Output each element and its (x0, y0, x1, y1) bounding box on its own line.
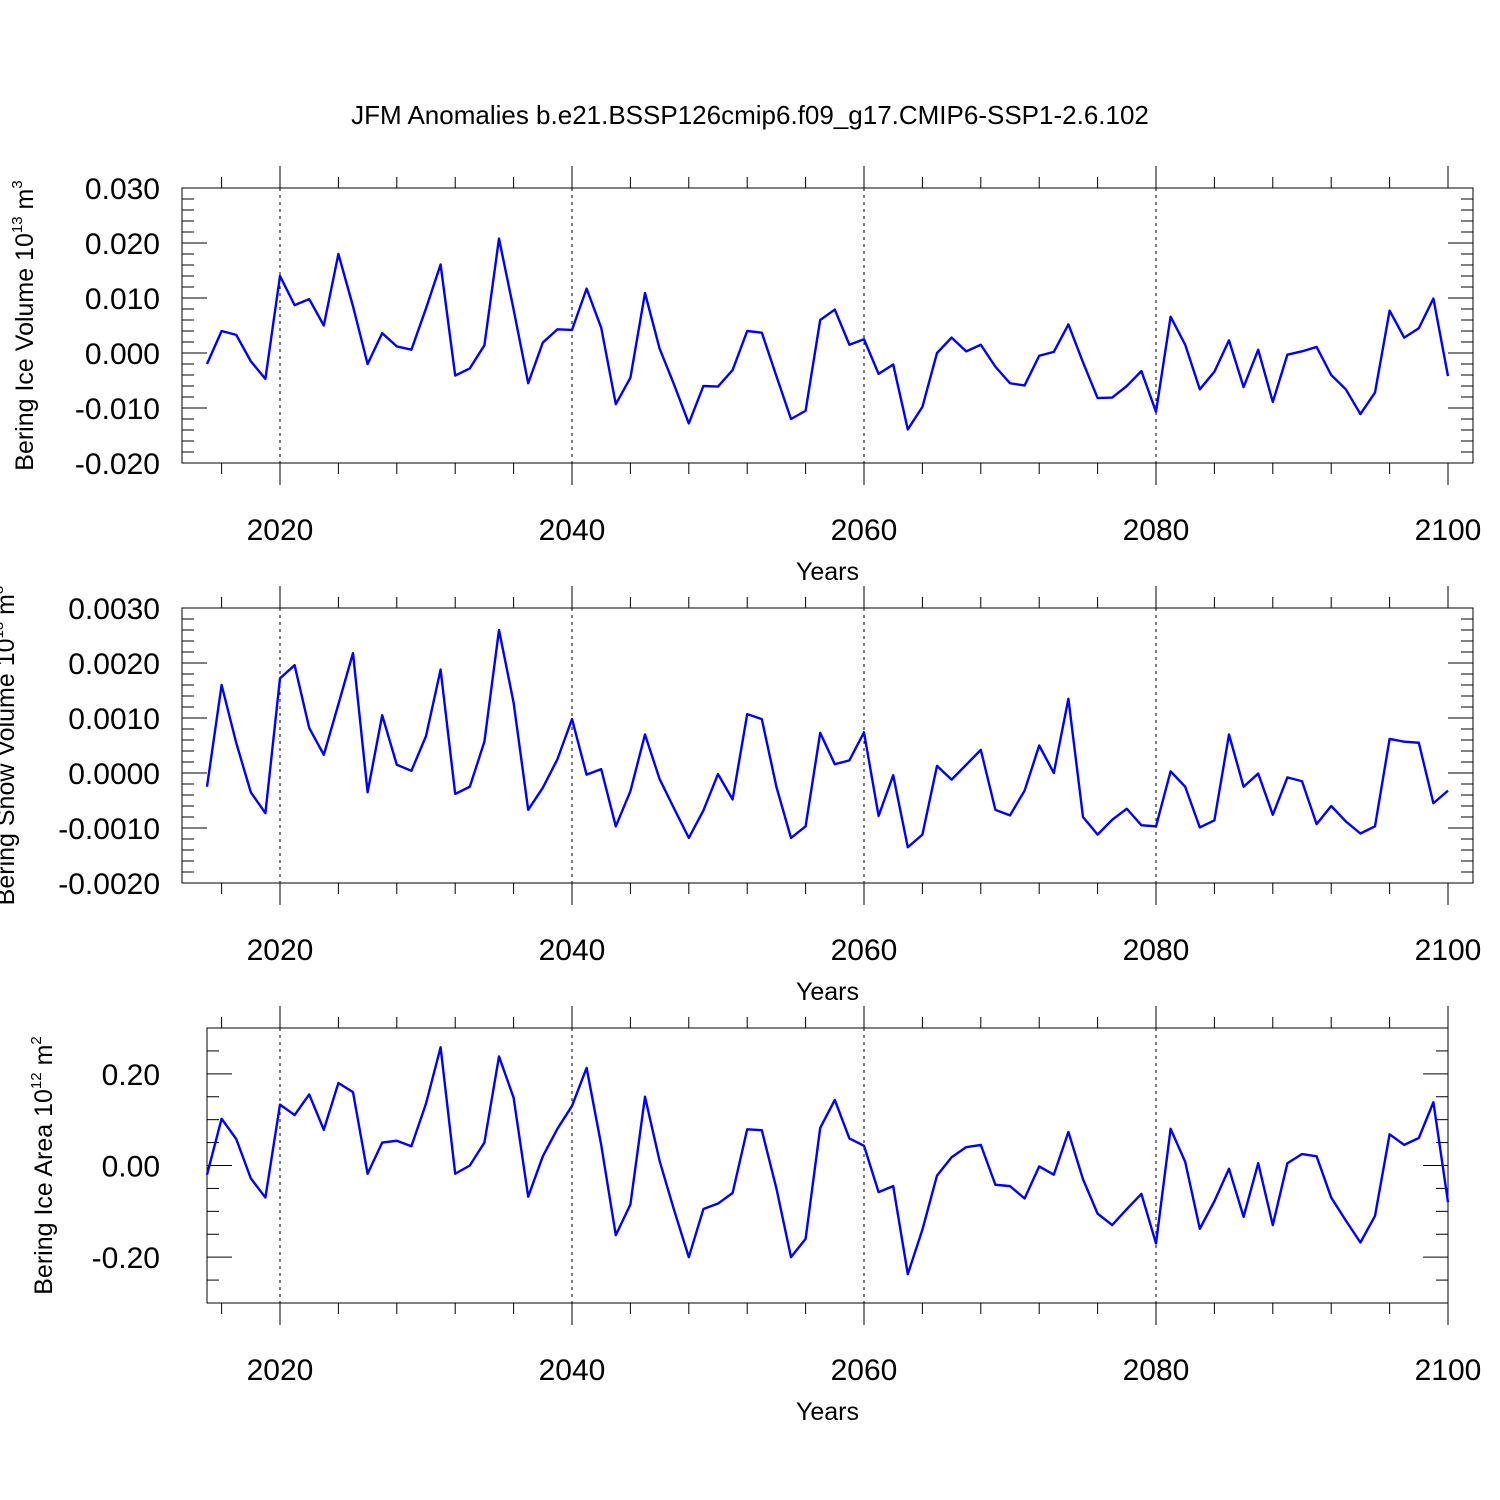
y-axis-title-sup: 13 (0, 622, 7, 639)
y-axis-title-unit: m (30, 1045, 58, 1073)
series-line (205, 237, 1450, 431)
panels: 2020 2040 2060 2080 2100 -0.020 -0.010 0.000 0.0… (0, 166, 1481, 1426)
panel-2: 2020 2040 2060 2080 2100 -0.0020 -0.0010 0.0000… (0, 586, 1481, 1006)
x-tick-label: 2100 (1415, 1354, 1482, 1387)
series-line (205, 628, 1449, 849)
y-axis-title-unit-sup: 3 (0, 586, 7, 594)
x-tick-label: 2100 (1415, 514, 1482, 547)
y-axis-title-unit: m (0, 594, 20, 622)
x-axis-title: Years (796, 1398, 859, 1426)
y-tick-label: 0.20 (102, 1059, 160, 1092)
x-tick-label: 2040 (539, 934, 606, 967)
y-tick-label: -0.0010 (58, 813, 160, 846)
x-tick-label: 2100 (1415, 934, 1482, 967)
y-tick-label: -0.020 (75, 448, 160, 481)
y-tick-label: 0.0010 (68, 703, 160, 736)
y-tick-label: 0.010 (85, 283, 160, 316)
x-tick-label: 2080 (1123, 934, 1190, 967)
plot-frame (181, 187, 1474, 464)
y-tick-label: 0.00 (102, 1151, 160, 1184)
y-axis-title: Bering Snow Volume 1013 m3 (0, 586, 20, 906)
y-axis-title: Bering Ice Area 1012 m2 (28, 1036, 58, 1295)
panel-1: 2020 2040 2060 2080 2100 -0.020 -0.010 0.000 0.0… (9, 166, 1481, 586)
x-tick-label: 2040 (539, 1354, 606, 1387)
y-tick-label: 0.0030 (68, 593, 160, 626)
x-tick-label: 2020 (247, 514, 314, 547)
panel-3: 2020 2040 2060 2080 2100 -0.20 0.00 0.20 Years Be… (28, 1006, 1481, 1426)
y-axis-title: Bering Ice Volume 1013 m3 (9, 180, 39, 470)
x-axis-title: Years (796, 978, 859, 1006)
x-tick-label: 2060 (831, 514, 898, 547)
x-tick-label: 2060 (831, 934, 898, 967)
y-tick-label: -0.0020 (58, 868, 160, 901)
y-tick-label: -0.20 (92, 1242, 160, 1275)
y-tick-label: 0.030 (85, 173, 160, 206)
y-axis-title-text: Bering Ice Area 10 (30, 1089, 58, 1295)
y-tick-label: 0.000 (85, 338, 160, 371)
x-tick-label: 2080 (1123, 514, 1190, 547)
figure-title: JFM Anomalies b.e21.BSSP126cmip6.f09_g17… (351, 100, 1149, 130)
x-tick-label: 2020 (247, 1354, 314, 1387)
x-axis-title: Years (796, 558, 859, 586)
y-axis-title-text: Bering Ice Volume 10 (11, 233, 39, 471)
y-tick-label: 0.020 (85, 228, 160, 261)
x-tick-label: 2060 (831, 1354, 898, 1387)
x-tick-label: 2020 (247, 934, 314, 967)
y-axis-title-sup: 12 (28, 1072, 45, 1089)
y-tick-label: 0.0020 (68, 648, 160, 681)
y-axis-title-text: Bering Snow Volume 10 (0, 638, 20, 905)
x-tick-label: 2080 (1123, 1354, 1190, 1387)
y-axis-title-unit-sup: 3 (9, 180, 26, 188)
y-axis-title-unit: m (11, 189, 39, 217)
y-tick-label: 0.0000 (68, 758, 160, 791)
y-axis-title-sup: 13 (9, 216, 26, 233)
y-tick-label: -0.010 (75, 393, 160, 426)
x-tick-label: 2040 (539, 514, 606, 547)
plot-frame (181, 607, 1474, 884)
y-axis-title-unit-sup: 2 (28, 1036, 45, 1044)
series-line (205, 1046, 1450, 1276)
